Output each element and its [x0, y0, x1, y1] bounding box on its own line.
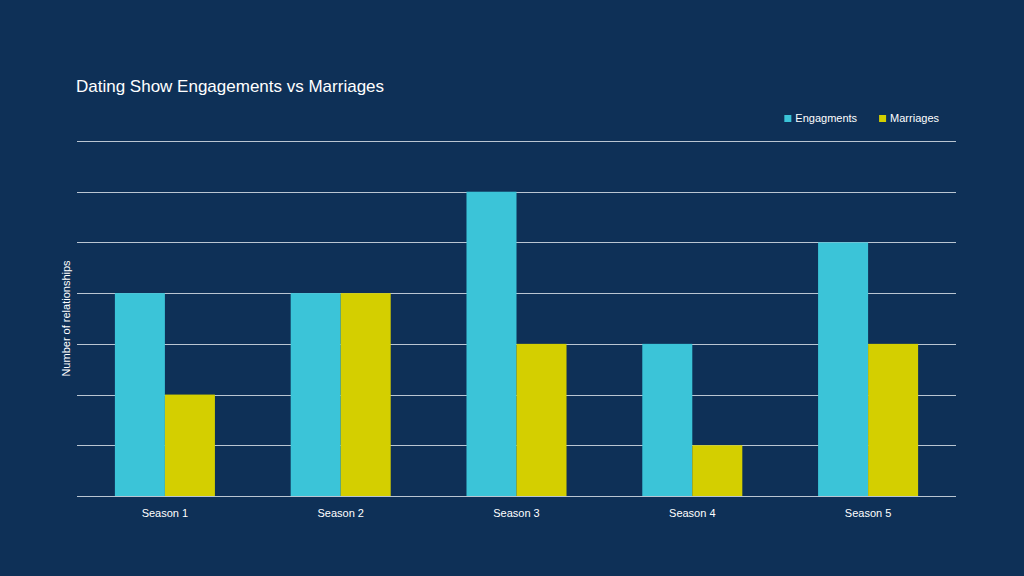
- background: [0, 0, 1024, 576]
- legend: Engagments Marriages: [784, 112, 939, 124]
- chart: Dating Show Engagements vs Marriages Numb…: [0, 0, 1024, 576]
- bar: [868, 344, 918, 496]
- grid-line: [77, 496, 956, 497]
- x-tick-label: Season 2: [317, 507, 363, 519]
- x-tick-label: Season 1: [142, 507, 188, 519]
- legend-label: Engagments: [795, 112, 857, 124]
- bar: [291, 293, 341, 496]
- x-tick-label: Season 3: [493, 507, 539, 519]
- legend-swatch: [784, 115, 791, 122]
- bars: [115, 192, 918, 496]
- bar: [692, 445, 742, 496]
- x-tick-label: Season 4: [669, 507, 715, 519]
- bar: [466, 192, 516, 496]
- chart-root: Dating Show Engagements vs Marriages Numb…: [0, 0, 1024, 576]
- bar: [818, 242, 868, 496]
- bar: [115, 293, 165, 496]
- bar: [341, 293, 391, 496]
- title: Dating Show Engagements vs Marriages: [76, 77, 384, 96]
- legend-swatch: [879, 115, 886, 122]
- x-tick-label: Season 5: [845, 507, 891, 519]
- legend-label: Marriages: [890, 112, 939, 124]
- bar: [517, 344, 567, 496]
- bar: [165, 395, 215, 496]
- y-axis-label: Number of relationships: [60, 260, 72, 377]
- bar: [642, 344, 692, 496]
- grid-line: [77, 141, 956, 142]
